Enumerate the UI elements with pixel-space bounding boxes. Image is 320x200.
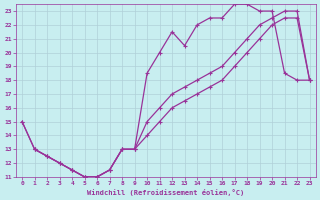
- X-axis label: Windchill (Refroidissement éolien,°C): Windchill (Refroidissement éolien,°C): [87, 189, 244, 196]
